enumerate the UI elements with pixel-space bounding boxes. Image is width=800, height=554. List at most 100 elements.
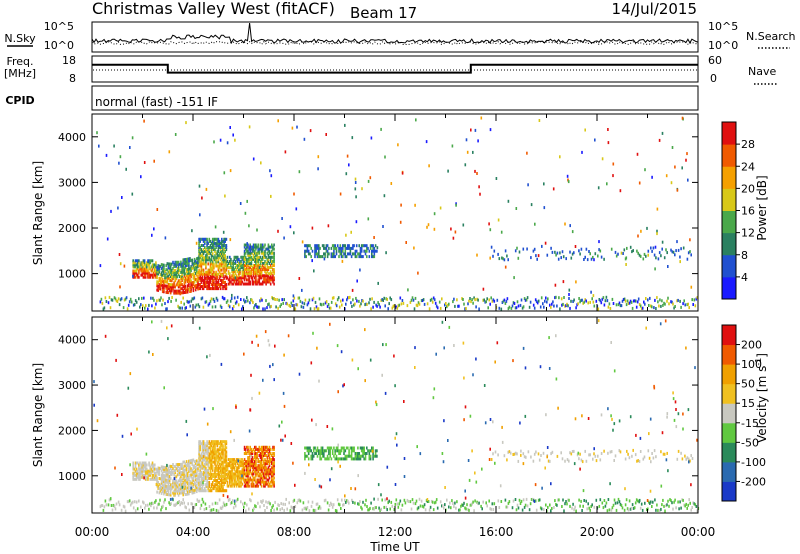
range-gate-cell bbox=[517, 459, 520, 463]
range-gate-cell bbox=[384, 304, 386, 308]
range-gate-cell bbox=[136, 471, 139, 475]
range-gate-cell bbox=[202, 272, 205, 276]
range-gate-cell bbox=[243, 257, 246, 261]
range-gate-cell bbox=[308, 509, 311, 513]
range-gate-cell bbox=[201, 258, 204, 262]
range-gate-cell bbox=[353, 303, 355, 307]
range-gate-cell bbox=[198, 485, 200, 489]
range-gate-cell bbox=[157, 486, 159, 490]
range-gate-cell bbox=[197, 271, 199, 275]
range-gate-cell bbox=[159, 264, 162, 268]
range-gate-cell bbox=[186, 272, 189, 275]
range-gate-cell bbox=[208, 489, 211, 493]
range-gate-cell bbox=[363, 244, 365, 248]
range-gate-cell bbox=[226, 484, 229, 488]
range-gate-cell bbox=[461, 297, 463, 301]
range-gate-cell bbox=[243, 468, 246, 472]
range-gate-cell bbox=[360, 449, 363, 453]
range-gate-cell bbox=[636, 152, 639, 156]
range-gate-cell bbox=[147, 271, 149, 275]
range-gate-cell bbox=[223, 483, 225, 487]
range-gate-cell bbox=[204, 502, 207, 506]
range-gate-cell bbox=[219, 440, 222, 444]
range-gate-cell bbox=[260, 297, 262, 301]
range-gate-cell bbox=[268, 456, 271, 460]
range-gate-cell bbox=[208, 483, 211, 487]
range-gate-cell bbox=[229, 169, 232, 173]
range-gate-cell bbox=[369, 457, 372, 461]
range-gate-cell bbox=[644, 302, 646, 306]
range-gate-cell bbox=[180, 485, 182, 489]
range-gate-cell bbox=[141, 471, 144, 475]
range-gate-cell bbox=[202, 466, 205, 470]
range-gate-cell bbox=[261, 255, 264, 259]
range-gate-cell bbox=[190, 289, 192, 293]
range-gate-cell bbox=[202, 248, 205, 252]
range-gate-cell bbox=[148, 303, 150, 307]
range-gate-cell bbox=[386, 497, 388, 501]
range-gate-cell bbox=[329, 501, 332, 505]
range-gate-cell bbox=[125, 167, 127, 171]
range-gate-cell bbox=[252, 268, 255, 272]
range-gate-cell bbox=[354, 452, 357, 455]
range-gate-cell bbox=[202, 458, 205, 462]
range-gate-cell bbox=[289, 225, 292, 229]
range-gate-cell bbox=[208, 278, 211, 282]
range-gate-cell bbox=[298, 296, 301, 300]
range-gate-cell bbox=[309, 129, 312, 133]
range-gate-cell bbox=[249, 272, 251, 276]
range-gate-cell bbox=[147, 469, 149, 473]
range-gate-cell bbox=[206, 470, 208, 474]
range-gate-cell bbox=[201, 285, 204, 288]
range-gate-cell bbox=[453, 297, 455, 301]
range-gate-cell bbox=[230, 472, 232, 476]
range-gate-cell bbox=[623, 248, 626, 252]
range-gate-cell bbox=[155, 477, 157, 481]
range-gate-cell bbox=[118, 503, 121, 507]
range-gate-cell bbox=[414, 346, 416, 350]
range-gate-cell bbox=[263, 268, 265, 272]
range-gate-cell bbox=[234, 259, 237, 263]
range-gate-cell bbox=[249, 301, 251, 305]
range-gate-cell bbox=[150, 265, 153, 269]
range-gate-cell bbox=[518, 250, 521, 254]
range-gate-cell bbox=[284, 434, 286, 438]
range-gate-cell bbox=[664, 319, 667, 323]
range-gate-cell bbox=[222, 280, 224, 284]
range-gate-cell bbox=[196, 271, 198, 275]
range-gate-cell bbox=[430, 297, 433, 301]
range-gate-cell bbox=[184, 290, 187, 294]
range-gate-cell bbox=[199, 466, 201, 470]
range-gate-cell bbox=[177, 493, 180, 497]
range-gate-cell bbox=[186, 478, 189, 482]
range-gate-cell bbox=[321, 452, 324, 455]
range-gate-cell bbox=[419, 504, 422, 508]
range-gate-cell bbox=[214, 479, 216, 482]
range-gate-cell bbox=[220, 362, 223, 366]
range-gate-cell bbox=[271, 262, 273, 265]
range-gate-cell bbox=[100, 504, 103, 508]
range-gate-cell bbox=[242, 257, 245, 261]
range-gate-cell bbox=[194, 488, 197, 492]
range-gate-cell bbox=[119, 155, 122, 159]
range-gate-cell bbox=[261, 298, 263, 302]
range-gate-cell bbox=[260, 251, 263, 255]
range-gate-cell bbox=[217, 442, 220, 446]
range-gate-cell bbox=[166, 291, 169, 294]
range-gate-cell bbox=[269, 468, 272, 472]
range-gate-cell bbox=[258, 270, 261, 274]
range-gate-cell bbox=[567, 304, 569, 308]
range-gate-cell bbox=[265, 280, 267, 284]
range-gate-cell bbox=[416, 445, 418, 449]
range-gate-cell bbox=[339, 192, 342, 196]
range-gate-cell bbox=[236, 468, 239, 472]
range-gate-cell bbox=[264, 268, 266, 272]
range-gate-cell bbox=[202, 489, 205, 493]
range-gate-cell bbox=[358, 457, 360, 461]
range-gate-cell bbox=[142, 267, 145, 271]
range-gate-cell bbox=[554, 283, 557, 287]
range-gate-cell bbox=[201, 446, 204, 450]
range-gate-cell bbox=[155, 475, 157, 479]
range-gate-cell bbox=[526, 504, 529, 508]
range-gate-cell bbox=[223, 466, 225, 470]
